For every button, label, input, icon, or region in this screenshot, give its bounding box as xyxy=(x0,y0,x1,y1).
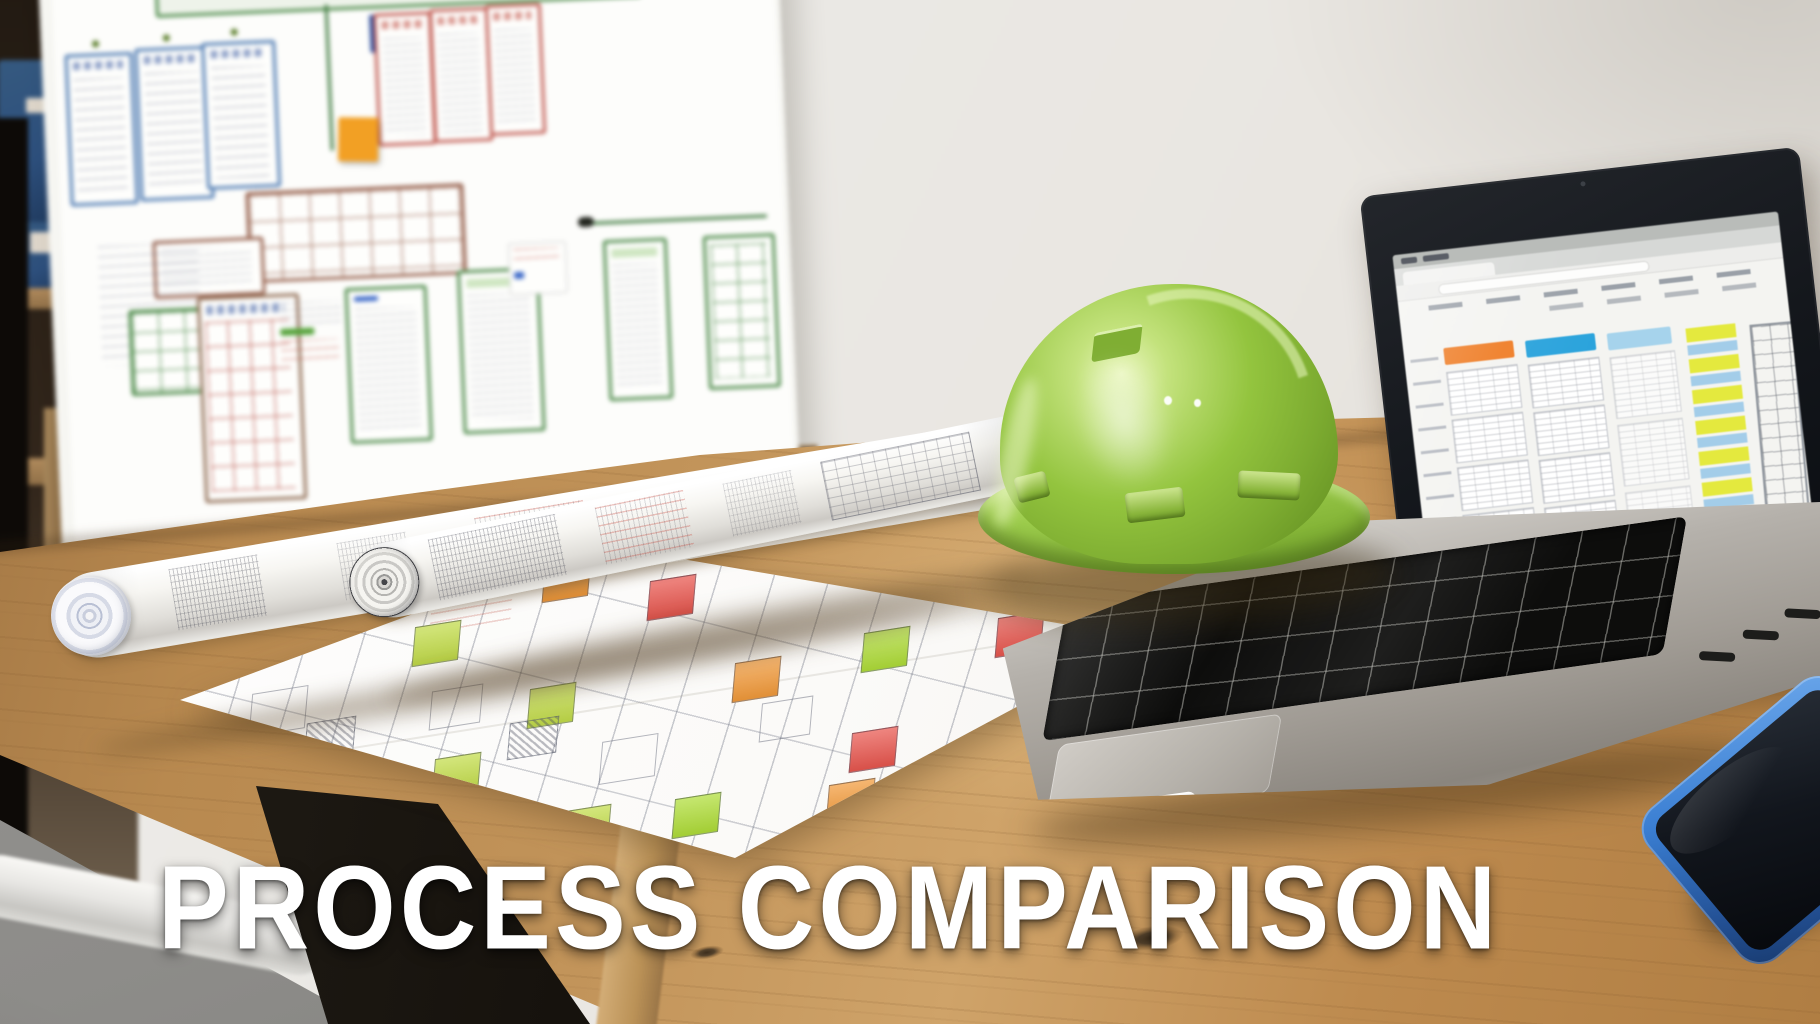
desktop-menu-mark xyxy=(1422,253,1450,262)
chart-cell xyxy=(671,791,722,840)
helmet-glare-dot xyxy=(1194,399,1201,407)
side-port xyxy=(1743,630,1779,641)
chart-cell xyxy=(646,573,697,622)
chart-cell-empty xyxy=(598,732,659,786)
side-port xyxy=(1699,651,1735,662)
helmet-glare-dot xyxy=(1164,396,1172,405)
helmet-vent xyxy=(1237,470,1301,501)
chart-cell-empty xyxy=(758,695,814,743)
chart-cell xyxy=(915,783,966,832)
desktop-menu-mark xyxy=(1400,256,1418,265)
title-overlay: PROCESS COMPARISON xyxy=(158,842,1501,975)
chart-cell-hatched xyxy=(506,715,560,761)
chart-cell xyxy=(848,725,899,774)
chart-cell xyxy=(411,619,462,668)
chart-cell xyxy=(731,655,782,704)
chart-cell xyxy=(825,777,876,826)
side-port xyxy=(1784,608,1820,619)
chart-cell xyxy=(860,625,911,674)
webcam-dot xyxy=(1580,181,1586,187)
chart-cell xyxy=(431,751,482,800)
